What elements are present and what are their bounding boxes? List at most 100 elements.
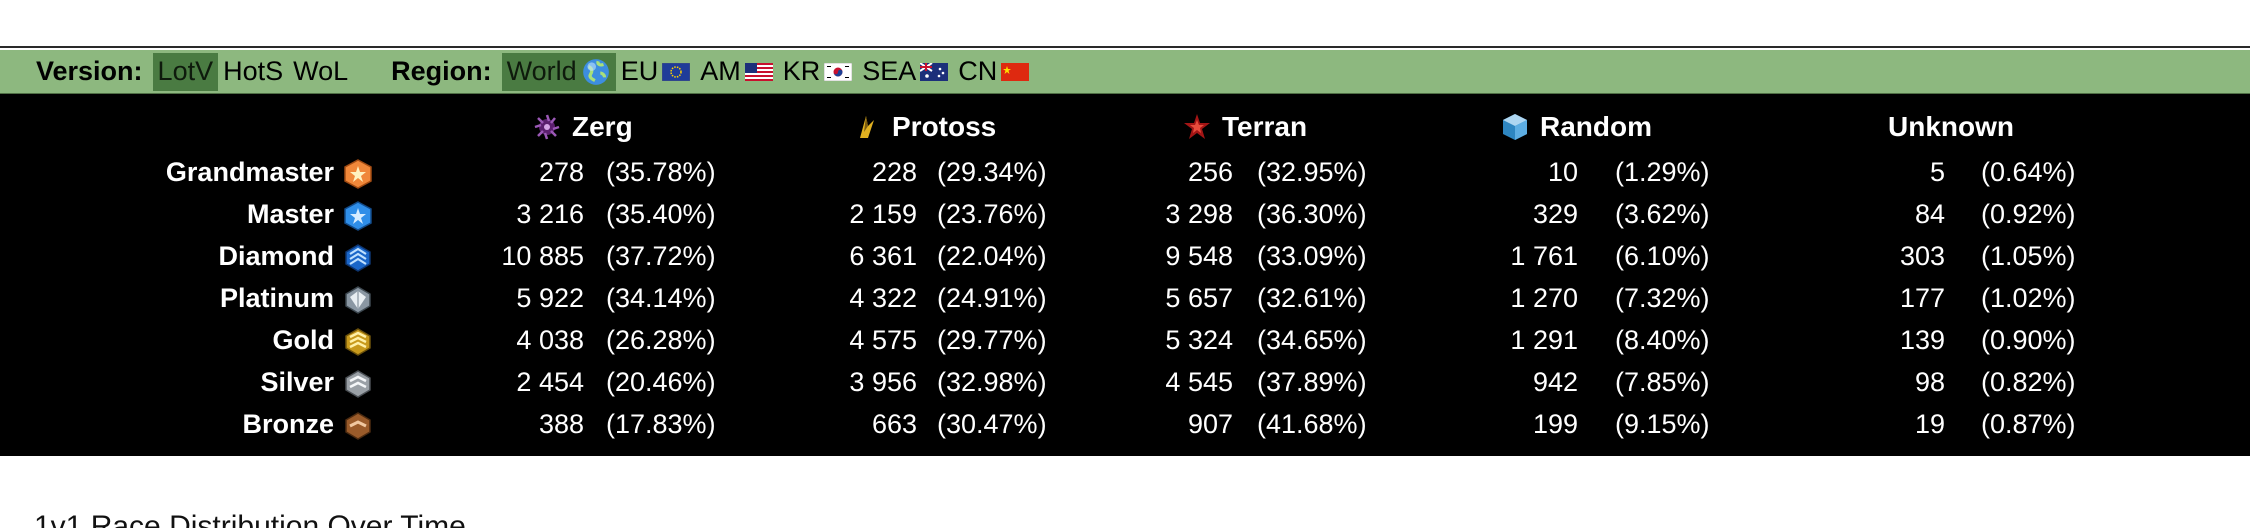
player-percentage: (20.46%) (606, 367, 716, 397)
race-header-protoss: Protoss (852, 110, 996, 144)
player-percentage: (17.83%) (606, 409, 716, 439)
player-count: 278 (538, 157, 584, 187)
bronze-icon (342, 410, 374, 442)
player-percentage: (33.09%) (1257, 241, 1367, 271)
player-percentage: (32.95%) (1257, 157, 1367, 187)
league-name: Silver (260, 367, 334, 397)
player-count: 10 (1547, 157, 1578, 187)
player-count: 907 (1187, 409, 1233, 439)
player-count: 5 (1929, 157, 1945, 187)
player-count: 1 291 (1510, 325, 1578, 355)
player-count: 388 (538, 409, 584, 439)
player-percentage: (29.77%) (937, 325, 1047, 355)
region-option-sea[interactable]: SEA (857, 53, 953, 91)
table-row: Gold 4 038 (26.28%) 4 575 (29.77%) 5 324 (34.6… (0, 321, 2250, 363)
player-percentage: (1.29%) (1615, 157, 1710, 187)
table-row: Diamond 10 885 (37.72%) 6 361 (22.04%) 9 548 (… (0, 237, 2250, 279)
player-count: 5 922 (516, 283, 584, 313)
player-count: 329 (1532, 199, 1578, 229)
player-percentage: (36.30%) (1257, 199, 1367, 229)
version-filter: Version: LotV HotS WoL (36, 50, 353, 93)
player-percentage: (0.87%) (1981, 409, 2076, 439)
player-count: 3 216 (516, 199, 584, 229)
player-percentage: (35.40%) (606, 199, 716, 229)
player-count: 98 (1914, 367, 1945, 397)
section-title-race-distribution-over-time: 1v1 Race Distribution Over Time (34, 510, 466, 528)
us-flag-icon (744, 62, 773, 81)
player-count: 228 (871, 157, 917, 187)
protoss-icon (860, 116, 874, 138)
region-option-kr[interactable]: KR (778, 53, 858, 91)
version-option-wol[interactable]: WoL (293, 56, 349, 86)
race-header-unknown: Unknown (1888, 111, 2014, 142)
player-count: 199 (1532, 409, 1578, 439)
version-option-lotv[interactable]: LotV (152, 52, 219, 91)
zerg-icon (534, 114, 560, 140)
race-header-zerg: Zerg (532, 110, 633, 144)
race-header-random: Random (1500, 110, 1652, 144)
au-flag-icon (920, 62, 949, 81)
player-count: 4 575 (849, 325, 917, 355)
player-percentage: (9.15%) (1615, 409, 1710, 439)
player-percentage: (1.05%) (1981, 241, 2076, 271)
league-name: Diamond (218, 241, 334, 271)
player-count: 84 (1914, 199, 1945, 229)
player-count: 4 545 (1165, 367, 1233, 397)
diamond-icon (342, 242, 374, 274)
kr-flag-icon (824, 62, 853, 81)
player-percentage: (7.85%) (1615, 367, 1710, 397)
player-percentage: (26.28%) (606, 325, 716, 355)
cn-flag-icon (1001, 62, 1030, 81)
silver-icon (342, 368, 374, 400)
master-icon (342, 200, 374, 232)
player-count: 9 548 (1165, 241, 1233, 271)
player-percentage: (37.72%) (606, 241, 716, 271)
player-percentage: (22.04%) (937, 241, 1047, 271)
player-percentage: (34.14%) (606, 283, 716, 313)
top-strip (0, 0, 2250, 48)
version-option-hots[interactable]: HotS (223, 56, 284, 86)
player-percentage: (37.89%) (1257, 367, 1367, 397)
player-count: 10 885 (501, 241, 584, 271)
player-percentage: (8.40%) (1615, 325, 1710, 355)
table-row: Silver 2 454 (20.46%) 3 956 (32.98%) 4 545 (37… (0, 363, 2250, 405)
player-count: 3 956 (849, 367, 917, 397)
region-option-eu[interactable]: EU (616, 53, 696, 91)
grandmaster-icon (342, 158, 374, 190)
region-option-cn[interactable]: CN (953, 53, 1034, 91)
player-count: 256 (1187, 157, 1233, 187)
table-row: Bronze 388 (17.83%) 663 (30.47%) 907 (41.68%) 1… (0, 405, 2250, 447)
player-percentage: (41.68%) (1257, 409, 1367, 439)
league-name: Platinum (219, 283, 334, 313)
player-count: 6 361 (849, 241, 917, 271)
globe-icon (582, 58, 609, 85)
league-name: Gold (272, 325, 335, 355)
player-percentage: (0.90%) (1981, 325, 2076, 355)
league-name: Grandmaster (165, 157, 334, 187)
player-percentage: (0.92%) (1981, 199, 2076, 229)
version-label: Version: (36, 56, 143, 86)
player-percentage: (24.91%) (937, 283, 1047, 313)
player-percentage: (0.82%) (1981, 367, 2076, 397)
player-count: 177 (1899, 283, 1945, 313)
player-count: 1 761 (1510, 241, 1578, 271)
player-percentage: (32.61%) (1257, 283, 1367, 313)
player-percentage: (6.10%) (1615, 241, 1710, 271)
player-count: 5 657 (1165, 283, 1233, 313)
player-percentage: (7.32%) (1615, 283, 1710, 313)
player-count: 19 (1914, 409, 1945, 439)
player-count: 139 (1899, 325, 1945, 355)
player-count: 942 (1532, 367, 1578, 397)
terran-icon (1184, 114, 1210, 139)
region-option-am[interactable]: AM (695, 53, 778, 91)
player-count: 2 159 (849, 199, 917, 229)
region-option-world[interactable]: World (501, 52, 616, 91)
table-row: Platinum 5 922 (34.14%) 4 322 (24.91%) 5 657 (… (0, 279, 2250, 321)
player-percentage: (0.64%) (1981, 157, 2076, 187)
player-count: 2 454 (516, 367, 584, 397)
player-percentage: (29.34%) (937, 157, 1047, 187)
player-percentage: (23.76%) (937, 199, 1047, 229)
player-count: 1 270 (1510, 283, 1578, 313)
player-count: 3 298 (1165, 199, 1233, 229)
region-label: Region: (391, 56, 492, 86)
